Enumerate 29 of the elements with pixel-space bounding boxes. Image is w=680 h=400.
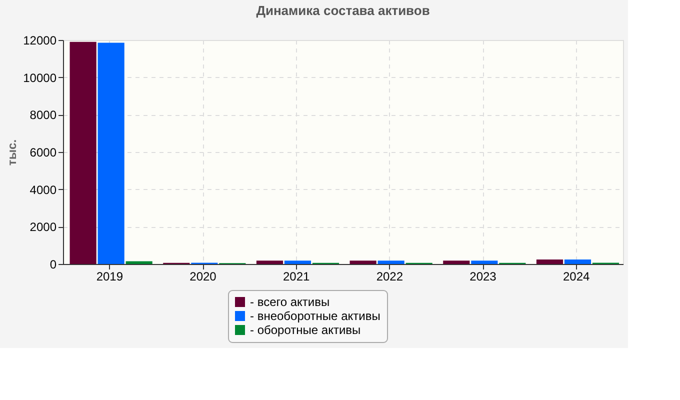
y-tick-label: 10000	[23, 70, 57, 85]
bar	[350, 260, 376, 264]
y-tick-label: 4000	[30, 182, 57, 197]
x-tick-label: 2021	[282, 270, 310, 284]
x-tick-label: 2023	[470, 270, 497, 284]
bar	[536, 260, 564, 264]
legend-label: - всего активы	[250, 295, 330, 309]
legend-label: - оборотные активы	[250, 323, 361, 337]
x-tick-label: 2024	[562, 270, 590, 284]
x-tick-label: 2022	[376, 270, 404, 284]
bar	[126, 261, 152, 264]
x-tick-label: 2019	[96, 270, 124, 284]
chart-title: Динамика состава активов	[256, 3, 430, 18]
y-tick-label: 8000	[30, 108, 57, 122]
bar	[70, 42, 96, 264]
y-axis-title: тыс.	[5, 139, 20, 166]
y-tick-label: 6000	[30, 146, 57, 160]
bar	[284, 260, 312, 264]
bar	[256, 260, 284, 264]
bar	[443, 260, 470, 264]
legend-label: - внеоборотные активы	[250, 309, 380, 323]
x-tick-label: 2020	[190, 270, 217, 284]
y-tick-label: 2000	[30, 220, 57, 234]
y-tick-label: 0	[50, 258, 57, 272]
bar	[98, 42, 124, 264]
bar	[564, 260, 592, 264]
y-tick-label: 12000	[23, 34, 57, 48]
bar	[378, 260, 404, 264]
bar	[471, 260, 498, 264]
